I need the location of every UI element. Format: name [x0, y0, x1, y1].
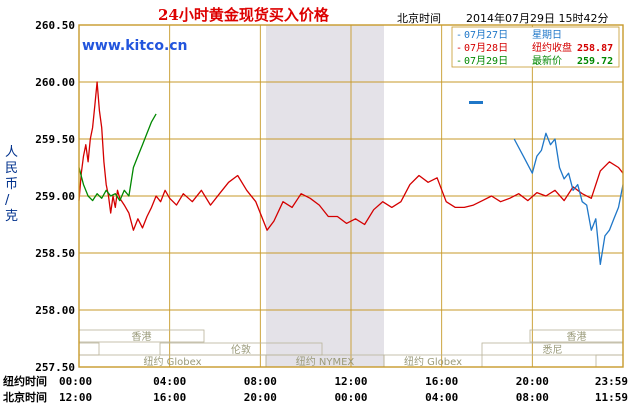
header-datetime: 2014年07月29日 15时42分	[466, 11, 608, 25]
legend-entry-text: 最新价	[532, 54, 562, 67]
legend: -07月27日 星期日- 07月28日 纽约收盘 258.87- 07月29日 最新价 259…	[451, 26, 620, 68]
market-session-label: 纽约 Globex	[404, 355, 462, 368]
market-session-label: 伦敦	[231, 343, 251, 356]
x-tick-label-ny: 16:00	[425, 375, 458, 388]
market-session-label: 纽约 Globex	[143, 355, 201, 368]
x-tick-label-bj: 20:00	[244, 391, 277, 404]
y-axis-ticks: 260.50 260.00 259.50 259.00 258.50 258.00 257.…	[35, 19, 75, 374]
close-marker	[469, 101, 483, 104]
market-session-label: 香港	[132, 331, 152, 343]
y-axis-title-char-4: 克	[5, 209, 18, 224]
x-tick-label-ny: 12:00	[334, 375, 367, 388]
legend-box	[451, 26, 620, 68]
x-axis-row2-label: 北京时间	[3, 390, 47, 404]
y-tick-label: 260.00	[35, 76, 75, 89]
series-lines	[78, 81, 624, 266]
x-tick-label-bj: 00:00	[334, 391, 367, 404]
x-tick-label-bj: 04:00	[425, 391, 458, 404]
series-line-07月27日	[513, 132, 624, 266]
legend-entry-text: 纽约收盘	[532, 41, 572, 54]
chart-title: 24小时黄金现货买入价格	[158, 6, 330, 24]
site-watermark: www.kitco.cn	[82, 38, 188, 54]
plot-border	[78, 24, 624, 368]
y-axis-title-char-3: /	[5, 193, 10, 208]
legend-entry-marker: -	[456, 43, 462, 54]
y-tick-label: 259.00	[35, 190, 75, 203]
legend-entry-value: 259.72	[577, 56, 613, 67]
y-tick-label: 257.50	[35, 361, 75, 374]
series-line-07月28日	[78, 81, 624, 231]
y-axis-title-char-2: 币	[5, 177, 18, 192]
x-axis-row1-label: 纽约时间	[3, 374, 47, 388]
legend-entry-date: 07月28日	[464, 42, 508, 54]
x-tick-label-ny: 20:00	[516, 375, 549, 388]
y-axis-title-char-0: 人	[5, 145, 18, 160]
series-line-07月29日	[78, 113, 157, 202]
x-tick-label-bj: 16:00	[153, 391, 186, 404]
legend-entry-date: 07月29日	[464, 55, 508, 67]
legend-entry-date: 07月27日	[464, 29, 508, 41]
x-tick-label-bj: 11:59	[595, 391, 628, 404]
legend-entry-marker: -	[456, 56, 462, 67]
legend-entry-marker: -	[456, 30, 462, 41]
x-tick-label-ny: 00:00	[59, 375, 92, 388]
x-tick-label-ny: 08:00	[244, 375, 277, 388]
market-session-label: 悉尼	[543, 344, 563, 356]
header-timezone: 北京时间	[397, 11, 441, 25]
legend-entry-value: 258.87	[577, 43, 613, 54]
market-session-label: 纽约 NYMEX	[296, 355, 355, 368]
y-axis-title: 人 民 币 / 克	[5, 145, 18, 224]
y-tick-label: 258.00	[35, 304, 75, 317]
y-tick-label: 260.50	[35, 19, 75, 32]
market-session-label: 香港	[567, 331, 587, 343]
y-axis-title-char-1: 民	[5, 161, 18, 176]
legend-entry-text: 星期日	[532, 29, 562, 41]
y-tick-label: 259.50	[35, 133, 75, 146]
x-tick-label-ny: 23:59	[595, 375, 628, 388]
x-tick-label-bj: 08:00	[516, 391, 549, 404]
x-tick-label-ny: 04:00	[153, 375, 186, 388]
x-tick-label-bj: 12:00	[59, 391, 92, 404]
y-tick-label: 258.50	[35, 247, 75, 260]
x-axis-ticks: 00:00 12:00 04:00 16:00 08:00 20:00 12:00 00:00…	[59, 375, 628, 404]
